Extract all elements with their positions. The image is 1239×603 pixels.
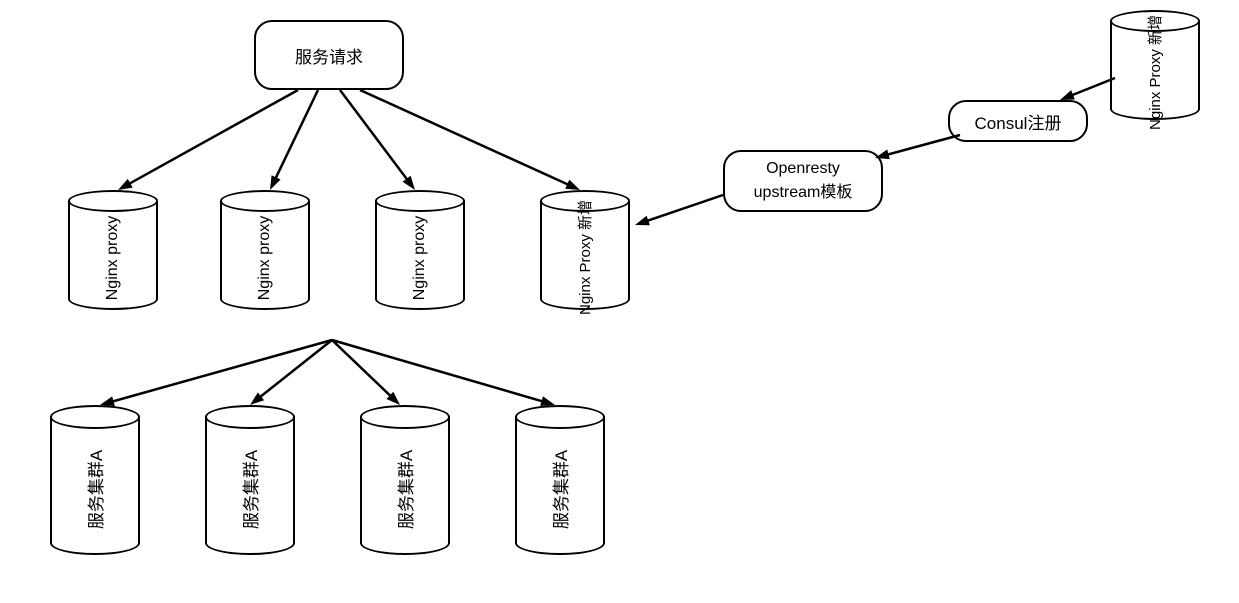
openresty-node: Openresty upstream模板 bbox=[723, 150, 883, 212]
clusterA1-cylinder: 服务集群A bbox=[50, 405, 140, 555]
consul-label: Consul注册 bbox=[975, 109, 1062, 134]
proxy2-cylinder: Nginx proxy bbox=[220, 190, 310, 310]
clusterA2-cylinder: 服务集群A bbox=[205, 405, 295, 555]
service-request-label: 服务请求 bbox=[295, 43, 363, 68]
openresty-label: Openresty upstream模板 bbox=[754, 160, 853, 202]
proxy1-cylinder: Nginx proxy bbox=[68, 190, 158, 310]
proxy4-cylinder: Nginx Proxy 新增 bbox=[540, 190, 630, 310]
proxy3-cylinder: Nginx proxy bbox=[375, 190, 465, 310]
clusterA3-cylinder: 服务集群A bbox=[360, 405, 450, 555]
service-request-node: 服务请求 bbox=[254, 20, 404, 90]
consul-node: Consul注册 bbox=[948, 100, 1088, 142]
nginx-new-right-cylinder: Nginx Proxy 新增 bbox=[1110, 10, 1200, 120]
clusterA4-cylinder: 服务集群A bbox=[515, 405, 605, 555]
